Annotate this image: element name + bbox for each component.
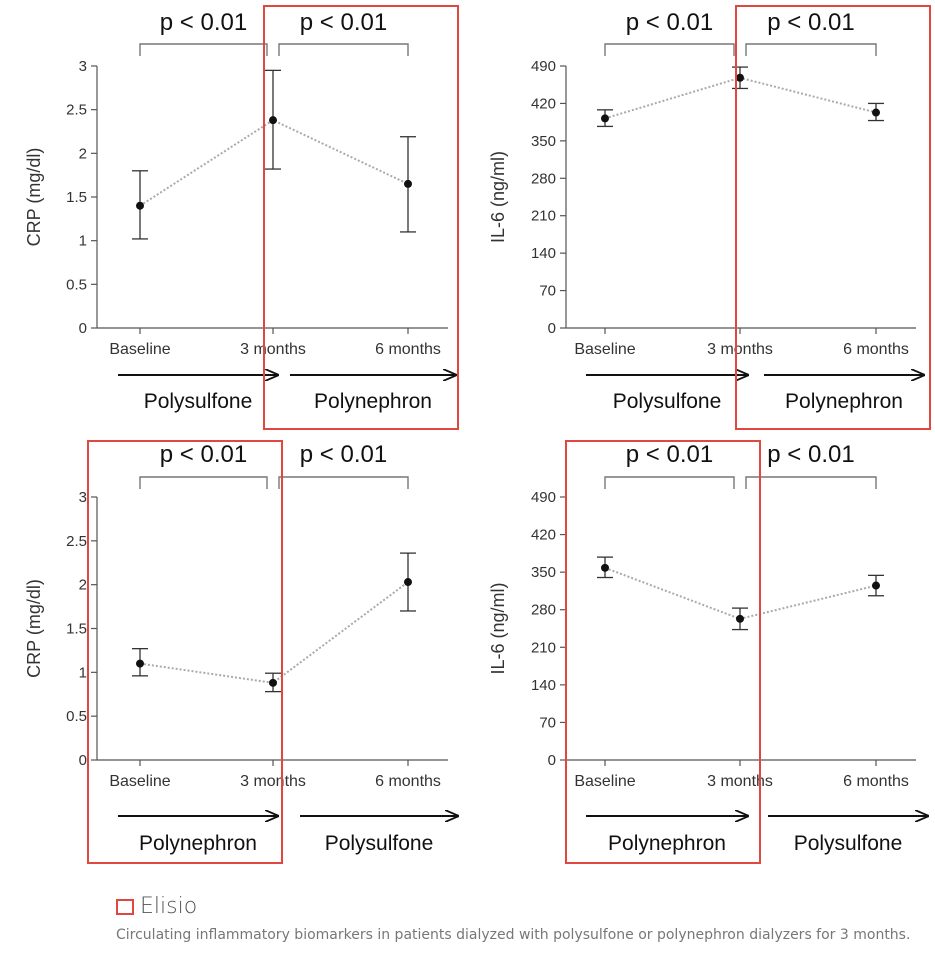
y-tick-label: 2	[79, 145, 87, 162]
p-value-label: p < 0.01	[767, 9, 854, 36]
data-point	[136, 201, 144, 210]
y-tick-label: 350	[531, 133, 556, 150]
p-value-label: p < 0.01	[160, 441, 247, 468]
y-tick-label: 140	[531, 677, 556, 694]
legend-label: Elisio	[140, 894, 198, 919]
significance-bracket	[745, 43, 877, 56]
data-point	[872, 581, 880, 590]
y-tick-label: 1	[79, 664, 87, 681]
x-tick-label: Baseline	[109, 773, 170, 790]
y-tick-label: 490	[531, 58, 556, 75]
x-tick-label: Baseline	[574, 341, 635, 358]
y-axis-label: IL-6 (ng/ml)	[488, 151, 508, 243]
y-tick-label: 0	[79, 752, 87, 769]
y-tick-label: 2.5	[66, 102, 87, 119]
y-axis-label: CRP (mg/dl)	[24, 148, 44, 247]
significance-bracket	[278, 476, 409, 489]
treatment-label: Polysulfone	[325, 832, 434, 855]
data-point	[736, 73, 744, 82]
p-value-label: p < 0.01	[300, 9, 387, 36]
data-point	[601, 563, 609, 572]
y-tick-label: 2	[79, 577, 87, 594]
data-point	[136, 659, 144, 668]
elisio-highlight-box	[263, 5, 459, 430]
treatment-label: Polynephron	[608, 832, 726, 855]
x-tick-label: 3 months	[240, 773, 306, 790]
x-tick-label: Baseline	[109, 341, 170, 358]
y-tick-label: 210	[531, 639, 556, 656]
y-tick-label: 280	[531, 170, 556, 187]
y-tick-label: 0	[79, 320, 87, 337]
data-point	[269, 116, 277, 125]
y-tick-label: 140	[531, 245, 556, 262]
treatment-label: Polysulfone	[144, 390, 253, 413]
elisio-highlight-box	[87, 440, 283, 864]
significance-bracket	[604, 43, 735, 56]
y-tick-label: 210	[531, 208, 556, 225]
figure: 0 0.5 1 1.5 2 2.5 3 Baseline 3 months 6 months CRP…	[24, 5, 931, 864]
series-line	[139, 581, 409, 684]
treatment-label: Polysulfone	[794, 832, 903, 855]
y-tick-label: 1.5	[66, 621, 87, 638]
significance-bracket	[604, 476, 735, 489]
legend-swatch	[116, 898, 134, 915]
x-tick-label: 3 months	[707, 773, 773, 790]
legend: Elisio	[116, 894, 197, 919]
p-value-label: p < 0.01	[160, 9, 247, 36]
data-point	[872, 108, 880, 117]
x-tick-label: 6 months	[843, 341, 909, 358]
y-tick-label: 420	[531, 95, 556, 112]
chart-panel-4: 0 70 140 210 280 350 420 490 Baseline 3 months 6 m…	[488, 440, 928, 864]
series-line	[139, 119, 409, 207]
treatment-label: Polynephron	[139, 832, 257, 855]
x-tick-label: 6 months	[843, 773, 909, 790]
x-tick-label: 3 months	[707, 341, 773, 358]
y-axis-label: IL-6 (ng/ml)	[488, 582, 508, 674]
y-tick-label: 3	[79, 489, 87, 506]
treatment-label: Polynephron	[314, 390, 432, 413]
data-point	[404, 179, 412, 188]
p-value-label: p < 0.01	[300, 441, 387, 468]
y-tick-label: 0.5	[66, 708, 87, 725]
x-tick-label: 6 months	[375, 773, 441, 790]
y-tick-label: 350	[531, 564, 556, 581]
y-tick-label: 280	[531, 602, 556, 619]
y-tick-label: 0.5	[66, 276, 87, 293]
significance-bracket	[278, 43, 409, 56]
x-tick-label: 3 months	[240, 341, 306, 358]
data-point	[404, 578, 412, 587]
p-value-label: p < 0.01	[626, 441, 713, 468]
x-tick-label: Baseline	[574, 773, 635, 790]
p-value-label: p < 0.01	[767, 441, 854, 468]
chart-panel-1: 0 0.5 1 1.5 2 2.5 3 Baseline 3 months 6 months CRP…	[24, 5, 459, 430]
chart-panel-2: 0 70 140 210 280 350 420 490 Baseline 3 months 6 m…	[488, 5, 931, 430]
y-tick-label: 70	[539, 714, 556, 731]
elisio-highlight-box	[735, 5, 931, 430]
y-axis-label: CRP (mg/dl)	[24, 579, 44, 678]
significance-bracket	[139, 43, 268, 56]
y-tick-label: 0	[548, 320, 556, 337]
y-tick-label: 490	[531, 489, 556, 506]
y-tick-label: 1	[79, 233, 87, 250]
chart-panel-3: 0 0.5 1 1.5 2 2.5 3 Baseline 3 months 6 months CRP…	[24, 440, 458, 864]
x-tick-label: 6 months	[375, 341, 441, 358]
elisio-highlight-box	[565, 440, 761, 864]
figure-caption: Circulating inflammatory biomarkers in p…	[116, 927, 911, 943]
y-tick-label: 3	[79, 58, 87, 75]
y-tick-label: 70	[539, 283, 556, 300]
data-point	[736, 614, 744, 623]
y-tick-label: 1.5	[66, 189, 87, 206]
data-point	[601, 114, 609, 123]
y-tick-label: 2.5	[66, 533, 87, 550]
data-point	[269, 678, 277, 687]
treatment-label: Polysulfone	[613, 390, 722, 413]
significance-bracket	[139, 476, 268, 489]
y-tick-label: 0	[548, 752, 556, 769]
significance-bracket	[745, 476, 877, 489]
p-value-label: p < 0.01	[626, 9, 713, 36]
y-tick-label: 420	[531, 527, 556, 544]
treatment-label: Polynephron	[785, 390, 903, 413]
